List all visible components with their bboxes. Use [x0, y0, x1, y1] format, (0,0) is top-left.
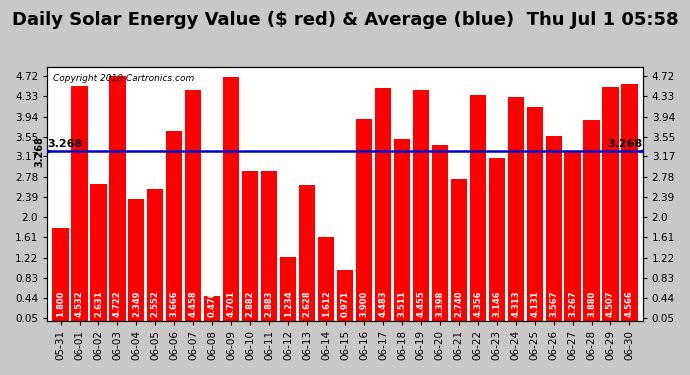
Text: Daily Solar Energy Value ($ red) & Average (blue)  Thu Jul 1 05:58: Daily Solar Energy Value ($ red) & Avera… — [12, 11, 678, 29]
Text: 3.267: 3.267 — [568, 290, 577, 317]
Bar — [261, 171, 277, 321]
Bar — [185, 90, 201, 321]
Bar — [546, 136, 562, 321]
Text: 3.268: 3.268 — [34, 136, 45, 167]
Bar — [166, 131, 182, 321]
Bar — [564, 152, 580, 321]
Bar — [508, 97, 524, 321]
Text: 3.567: 3.567 — [549, 290, 558, 317]
Text: 4.131: 4.131 — [530, 290, 539, 317]
Text: 4.356: 4.356 — [473, 290, 482, 317]
Text: 4.722: 4.722 — [113, 290, 122, 317]
Text: 4.458: 4.458 — [189, 290, 198, 317]
Bar — [52, 228, 68, 321]
Text: 3.268: 3.268 — [607, 139, 642, 149]
Bar — [375, 88, 391, 321]
Text: 3.511: 3.511 — [397, 290, 406, 317]
Bar — [223, 77, 239, 321]
Text: 2.631: 2.631 — [94, 290, 103, 317]
Bar — [128, 199, 144, 321]
Text: 4.313: 4.313 — [511, 290, 520, 317]
Text: 4.532: 4.532 — [75, 290, 84, 317]
Bar — [602, 87, 618, 321]
Text: 2.882: 2.882 — [246, 290, 255, 317]
Bar — [451, 179, 467, 321]
Text: 4.566: 4.566 — [625, 290, 634, 317]
Text: 2.883: 2.883 — [265, 290, 274, 317]
Bar — [526, 106, 543, 321]
Text: 3.398: 3.398 — [435, 291, 444, 317]
Text: 3.146: 3.146 — [492, 290, 501, 317]
Text: 4.455: 4.455 — [416, 290, 425, 317]
Text: 4.483: 4.483 — [378, 290, 387, 317]
Bar — [622, 84, 638, 321]
Text: 0.971: 0.971 — [340, 290, 350, 317]
Text: 2.628: 2.628 — [303, 290, 312, 317]
Bar — [72, 86, 88, 321]
Bar — [356, 118, 372, 321]
Bar — [394, 139, 410, 321]
Bar — [470, 95, 486, 321]
Text: 4.507: 4.507 — [606, 290, 615, 317]
Bar — [299, 184, 315, 321]
Bar — [242, 171, 258, 321]
Bar — [318, 237, 334, 321]
Text: 3.880: 3.880 — [587, 291, 596, 317]
Text: 1.800: 1.800 — [56, 290, 65, 317]
Text: 2.552: 2.552 — [151, 290, 160, 317]
Text: 2.740: 2.740 — [454, 290, 463, 317]
Text: Copyright 2010 Cartronics.com: Copyright 2010 Cartronics.com — [53, 74, 195, 83]
Text: 3.268: 3.268 — [48, 139, 83, 149]
Bar — [489, 158, 505, 321]
Text: 1.234: 1.234 — [284, 290, 293, 317]
Bar — [110, 76, 126, 321]
Text: 1.612: 1.612 — [322, 290, 331, 317]
Bar — [432, 145, 448, 321]
Text: 3.666: 3.666 — [170, 290, 179, 317]
Text: 3.900: 3.900 — [359, 291, 368, 317]
Bar — [337, 270, 353, 321]
Bar — [280, 257, 296, 321]
Bar — [584, 120, 600, 321]
Text: 2.349: 2.349 — [132, 290, 141, 317]
Text: 4.701: 4.701 — [227, 290, 236, 317]
Bar — [204, 296, 220, 321]
Bar — [147, 189, 164, 321]
Bar — [90, 184, 106, 321]
Text: 0.476: 0.476 — [208, 290, 217, 317]
Bar — [413, 90, 429, 321]
